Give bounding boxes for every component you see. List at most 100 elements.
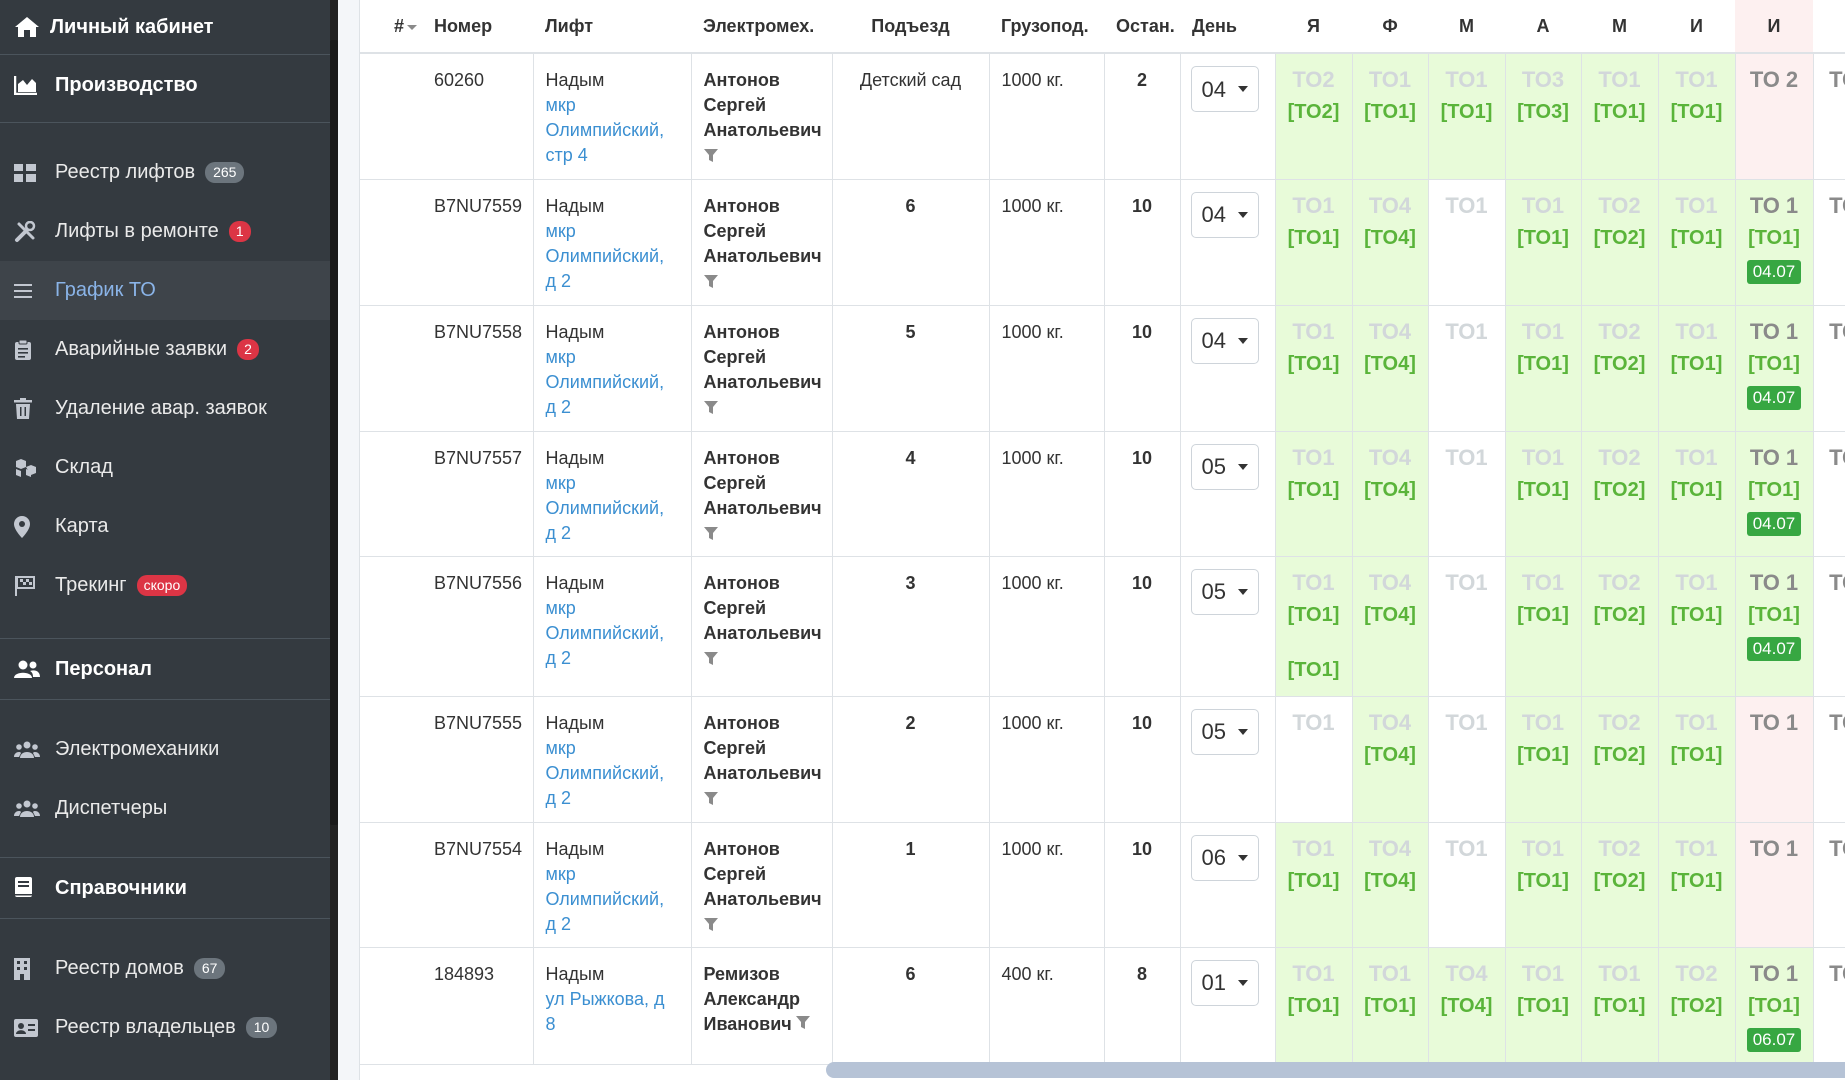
month-cell[interactable]: ТО1 [ТО1] (1658, 305, 1736, 432)
col-header-month-current[interactable]: И (1735, 0, 1813, 54)
day-select[interactable]: 05 (1190, 708, 1259, 755)
month-cell[interactable]: ТО1 [ТО1] (1505, 947, 1582, 1065)
month-cell[interactable]: ТО 1 [ТО1] 04.07 (1735, 556, 1814, 697)
section-references[interactable]: Справочники (0, 858, 338, 918)
month-cell[interactable]: ТО1 (1428, 696, 1506, 823)
month-cell[interactable]: ТО4 [ТО4] (1352, 431, 1429, 557)
month-cell[interactable]: ТО1 [ТО1] (1581, 947, 1659, 1065)
month-cell[interactable]: ТО 3 (1813, 696, 1845, 823)
month-cell[interactable]: ТО1 [ТО1] (1275, 822, 1353, 948)
day-select[interactable]: 04 (1190, 191, 1259, 238)
month-cell[interactable]: ТО1 (1428, 431, 1506, 557)
lift-address-link[interactable]: мкр Олимпийский, д 2 (545, 472, 665, 543)
month-cell[interactable]: ТО 1 (1813, 947, 1845, 1065)
month-cell[interactable]: ТО 1 [ТО1] 06.07 (1735, 947, 1814, 1065)
month-cell[interactable]: ТО4 [ТО4] (1352, 305, 1429, 432)
col-header-stops[interactable]: Остан. (1104, 0, 1180, 54)
sidebar-item-houses[interactable]: Реестр домов 67 (0, 939, 338, 998)
day-select[interactable]: 04 (1190, 66, 1259, 112)
month-cell[interactable]: ТО1 [ТО1] (1428, 53, 1506, 180)
section-production[interactable]: Производство (0, 55, 338, 115)
day-select[interactable]: 05 (1190, 568, 1259, 615)
month-cell[interactable]: ТО1 [ТО1] (1658, 696, 1736, 823)
month-cell[interactable]: ТО1 [ТО1] (1505, 696, 1582, 823)
month-cell[interactable]: ТО1 [ТО1] (1658, 556, 1736, 697)
col-header-month[interactable]: А (1813, 0, 1845, 54)
month-cell[interactable]: ТО1 [ТО1] (1275, 947, 1353, 1065)
month-cell[interactable]: ТО 1 (1813, 53, 1845, 180)
month-cell[interactable]: ТО 1 [ТО1] 04.07 (1735, 431, 1814, 557)
month-cell[interactable]: ТО 1 [ТО1] 04.07 (1735, 305, 1814, 432)
month-cell[interactable]: ТО1 (1428, 556, 1506, 697)
month-cell[interactable]: ТО1 [ТО1] (1658, 431, 1736, 557)
col-header-month[interactable]: Ф (1352, 0, 1428, 54)
month-cell[interactable]: ТО1 [ТО1] (1275, 305, 1353, 432)
month-cell[interactable]: ТО1 [ТО1] (1505, 305, 1582, 432)
col-header-month[interactable]: М (1428, 0, 1505, 54)
col-header-number[interactable]: Номер (422, 0, 533, 54)
col-header-month[interactable]: И (1658, 0, 1735, 54)
month-cell[interactable]: ТО1 (1428, 305, 1506, 432)
month-cell[interactable]: ТО2 [ТО2] (1581, 696, 1659, 823)
filter-icon[interactable] (795, 1012, 810, 1037)
sidebar-item-tracking[interactable]: Трекинг скоро (0, 556, 338, 615)
month-cell[interactable]: ТО1 [ТО1] (1505, 822, 1582, 948)
month-cell[interactable]: ТО1 (1275, 696, 1353, 823)
col-header-entrance[interactable]: Подъезд (832, 0, 989, 54)
sidebar-item-emergency[interactable]: Аварийные заявки 2 (0, 320, 338, 379)
lift-address-link[interactable]: ул Рыжкова, д 8 (545, 988, 665, 1034)
filter-icon[interactable] (703, 397, 820, 422)
month-cell[interactable]: ТО 1 (1735, 822, 1814, 948)
month-cell[interactable]: ТО1 [ТО1] (1505, 431, 1582, 557)
sidebar-item-registry[interactable]: Реестр лифтов 265 (0, 143, 338, 202)
month-cell[interactable]: ТО1 [ТО1] (1352, 947, 1429, 1065)
col-header-month[interactable]: А (1505, 0, 1581, 54)
month-cell[interactable]: ТО1 [ТО1] (1658, 53, 1736, 180)
col-header-lift[interactable]: Лифт (533, 0, 691, 54)
month-cell[interactable]: ТО 3 (1813, 556, 1845, 697)
month-cell[interactable]: ТО4 [ТО4] (1352, 822, 1429, 948)
lift-address-link[interactable]: мкр Олимпийский, д 2 (545, 346, 665, 417)
horizontal-scrollbar[interactable] (826, 1062, 1845, 1078)
col-header-mechanic[interactable]: Электромех. (691, 0, 832, 54)
lift-address-link[interactable]: мкр Олимпийский, д 2 (545, 220, 665, 291)
month-cell[interactable]: ТО3 [ТО3] (1505, 53, 1582, 180)
col-header-month[interactable]: М (1581, 0, 1658, 54)
filter-icon[interactable] (703, 523, 820, 548)
month-cell[interactable]: ТО2 [ТО2] (1658, 947, 1736, 1065)
day-select[interactable]: 01 (1190, 959, 1259, 1006)
month-cell[interactable]: ТО 3 (1813, 431, 1845, 557)
lift-address-link[interactable]: мкр Олимпийский, стр 4 (545, 95, 665, 165)
col-header-day[interactable]: День (1180, 0, 1275, 54)
sidebar-item-map[interactable]: Карта (0, 497, 338, 556)
month-cell[interactable]: ТО2 [ТО2] (1581, 305, 1659, 432)
sidebar-item-delete-emergency[interactable]: Удаление авар. заявок (0, 379, 338, 438)
sidebar-item-warehouse[interactable]: Склад (0, 438, 338, 497)
col-header-num[interactable]: # (360, 0, 422, 54)
month-cell[interactable]: ТО4 [ТО4] (1352, 556, 1429, 697)
sidebar-item-owners[interactable]: Реестр владельцев 10 (0, 998, 338, 1057)
month-cell[interactable]: ТО4 [ТО4] (1428, 947, 1506, 1065)
month-cell[interactable]: ТО1 [ТО1] [ТО1] (1275, 556, 1353, 697)
month-cell[interactable]: ТО2 [ТО2] (1581, 179, 1659, 306)
month-cell[interactable]: ТО1 [ТО1] (1352, 53, 1429, 180)
section-personnel[interactable]: Персонал (0, 639, 338, 699)
month-cell[interactable]: ТО1 [ТО1] (1658, 822, 1736, 948)
sidebar-item-electromechanics[interactable]: Электромеханики (0, 720, 338, 779)
month-cell[interactable]: ТО1 [ТО1] (1658, 179, 1736, 306)
filter-icon[interactable] (703, 788, 820, 813)
month-cell[interactable]: ТО 3 (1813, 822, 1845, 948)
filter-icon[interactable] (703, 648, 820, 673)
lift-address-link[interactable]: мкр Олимпийский, д 2 (545, 737, 665, 808)
month-cell[interactable]: ТО1 (1428, 822, 1506, 948)
month-cell[interactable]: ТО 3 (1813, 305, 1845, 432)
month-cell[interactable]: ТО 2 (1735, 53, 1814, 180)
month-cell[interactable]: ТО1 [ТО1] (1581, 53, 1659, 180)
day-select[interactable]: 05 (1190, 443, 1259, 490)
filter-icon[interactable] (703, 271, 820, 296)
month-cell[interactable]: ТО1 [ТО1] (1505, 179, 1582, 306)
lift-address-link[interactable]: мкр Олимпийский, д 2 (545, 597, 665, 668)
month-cell[interactable]: ТО2 [ТО2] (1581, 556, 1659, 697)
sidebar-item-repair[interactable]: Лифты в ремонте 1 (0, 202, 338, 261)
brand-link[interactable]: Личный кабинет (0, 0, 250, 54)
